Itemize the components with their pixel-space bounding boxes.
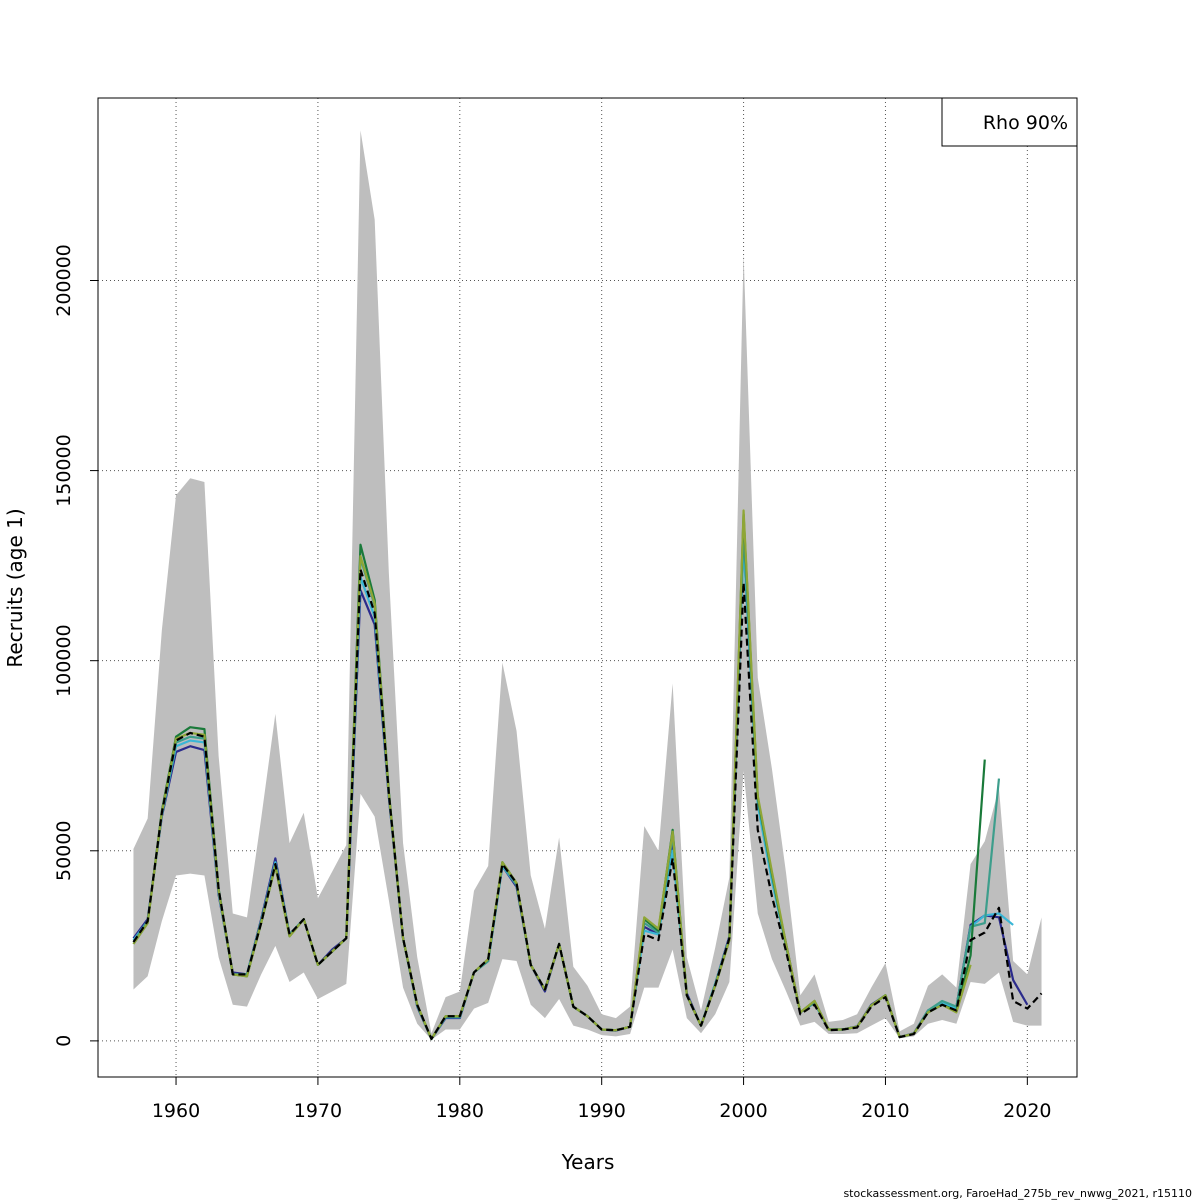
x-axis: 1960 1970 1980 1990 2000 2010 2020	[152, 1076, 1052, 1122]
series-line-0	[132, 568, 1043, 1041]
legend: Rho 90%	[941, 97, 1078, 147]
legend-box	[941, 97, 1078, 147]
x-tick-label-1960: 1960	[152, 1100, 200, 1122]
y-tick-label-50000: 50000	[53, 821, 75, 881]
y-tick-label-100000: 100000	[53, 624, 75, 697]
x-axis-title: Years	[561, 1150, 615, 1174]
y-tick-label-200000: 200000	[53, 244, 75, 317]
x-tick-label-1980: 1980	[436, 1100, 484, 1122]
confidence-band-polygon	[133, 130, 1042, 1040]
x-tick-label-2020: 2020	[1003, 1100, 1051, 1122]
footer-source-text: stockassessment.org, FaroeHad_275b_rev_n…	[843, 1187, 1192, 1200]
series-lines	[132, 509, 1043, 1041]
x-tick-label-2000: 2000	[719, 1100, 767, 1122]
x-tick-label-1990: 1990	[578, 1100, 626, 1122]
legend-label: Rho 90%	[983, 112, 1068, 134]
confidence-band	[133, 130, 1042, 1040]
y-tick-label-150000: 150000	[53, 434, 75, 507]
y-axis: 0 50000 100000 150000 200000	[53, 244, 99, 1047]
y-tick-label-0: 0	[53, 1035, 75, 1047]
x-tick-label-2010: 2010	[861, 1100, 909, 1122]
x-tick-label-1970: 1970	[294, 1100, 342, 1122]
y-axis-title: Recruits (age 1)	[3, 508, 27, 667]
